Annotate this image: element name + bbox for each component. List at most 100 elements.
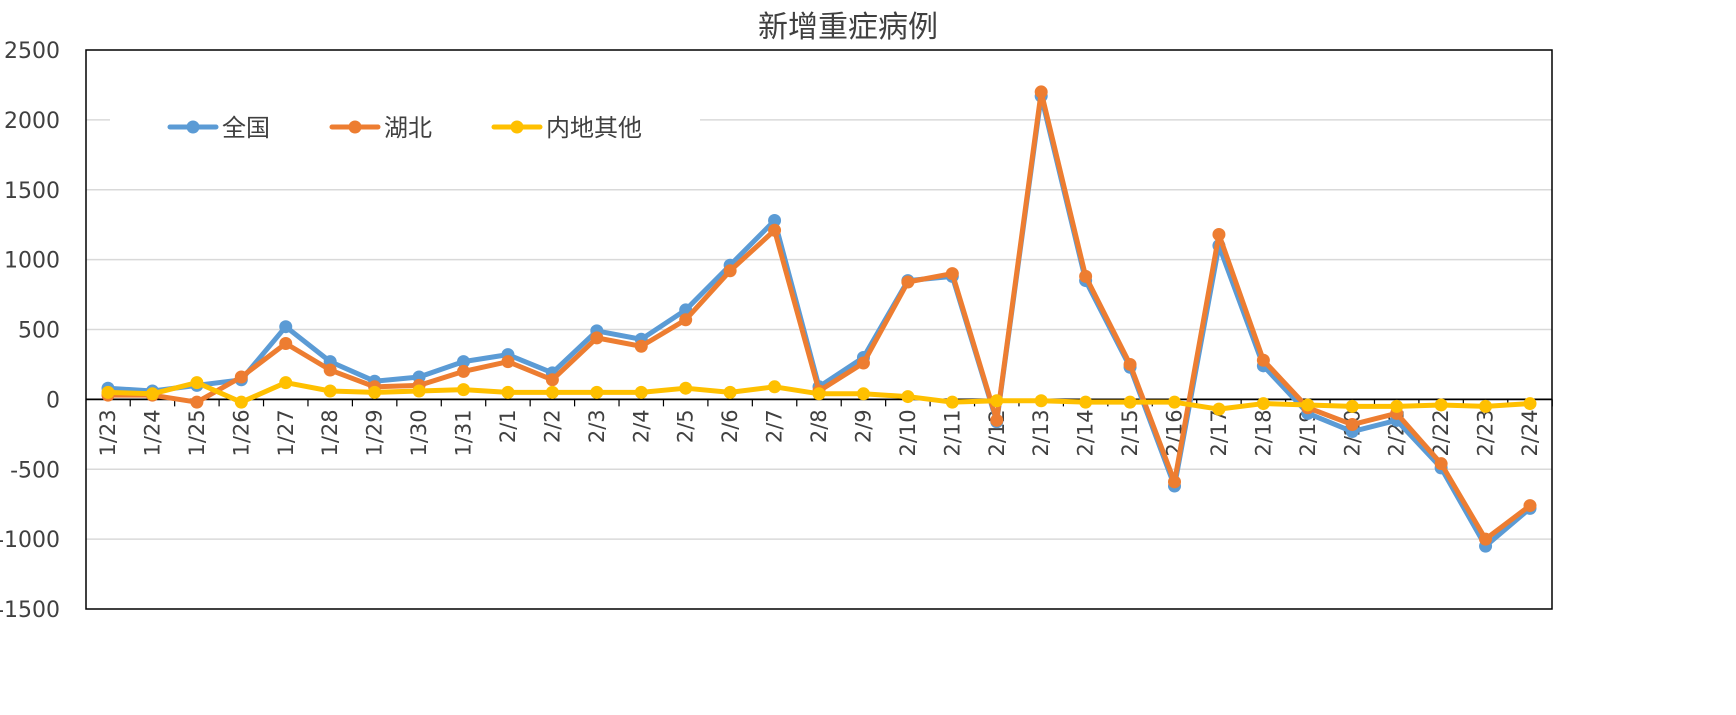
legend-swatch-marker (510, 120, 524, 134)
x-tick-label: 1/23 (96, 409, 120, 456)
data-point (1301, 398, 1315, 412)
x-tick-label: 2/13 (1029, 409, 1053, 456)
data-point (1212, 227, 1226, 241)
data-point (279, 336, 293, 350)
y-tick-label: 2000 (4, 109, 60, 134)
legend-label: 湖北 (384, 114, 432, 142)
data-point (1212, 402, 1226, 416)
data-point (234, 370, 248, 384)
legend-label: 全国 (222, 114, 270, 142)
y-tick-label: 500 (18, 319, 60, 344)
data-point (368, 385, 382, 399)
data-point (323, 363, 337, 377)
plot-border (85, 49, 1553, 610)
data-point (945, 267, 959, 281)
data-point (1523, 499, 1537, 513)
data-point (1345, 418, 1359, 432)
data-point (856, 387, 870, 401)
legend-entry: 内地其他 (491, 114, 642, 142)
x-tick-label: 2/4 (629, 409, 653, 443)
data-point (1479, 399, 1493, 413)
x-tick-label: 2/17 (1207, 409, 1231, 456)
data-point (1434, 457, 1448, 471)
x-tick-label: 2/22 (1429, 409, 1453, 456)
data-point (1168, 475, 1181, 489)
gridlines (86, 119, 1552, 540)
data-point (234, 395, 248, 409)
data-point (990, 413, 1004, 427)
data-point (1479, 532, 1493, 546)
data-point (1390, 399, 1404, 413)
y-tick-label: 2500 (4, 39, 60, 64)
data-point (1079, 269, 1093, 283)
y-tick-label: 1500 (4, 179, 60, 204)
series-line (105, 93, 1533, 549)
data-point (768, 213, 782, 227)
data-point (634, 339, 648, 353)
legend: 全国 湖北 内地其他 (110, 104, 700, 148)
series-lines (101, 85, 1537, 553)
data-point (457, 383, 470, 397)
data-point (723, 264, 737, 278)
x-tick-label: 2/23 (1474, 409, 1498, 456)
data-point (679, 381, 693, 395)
data-point (634, 385, 648, 399)
x-tick-label: 2/3 (585, 409, 609, 443)
data-point (1434, 398, 1448, 412)
series-line (105, 89, 1533, 542)
legend-label: 内地其他 (546, 114, 642, 142)
x-tick-label: 1/26 (229, 409, 253, 456)
data-point (901, 275, 915, 289)
data-point (190, 376, 204, 390)
x-tick-label: 1/29 (363, 409, 387, 456)
data-point (1034, 85, 1048, 99)
x-tick-label: 2/18 (1251, 409, 1275, 456)
x-tick-label: 1/30 (407, 409, 431, 456)
data-point (101, 385, 115, 399)
x-tick-label: 1/25 (185, 409, 209, 456)
data-point (190, 395, 204, 409)
legend-swatch-marker (348, 120, 362, 134)
data-point (812, 387, 826, 401)
data-point (768, 380, 782, 394)
x-tick-label: 1/24 (140, 409, 164, 456)
data-point (590, 385, 604, 399)
legend-swatch-marker (186, 120, 200, 134)
x-tick-label: 2/24 (1518, 409, 1542, 456)
data-point (279, 320, 293, 334)
x-axis-tick-labels: 1/23 1/24 1/25 1/26 1/27 1/28 1/29 1/30 1/31 2/1 2… (96, 409, 1542, 456)
data-point (856, 356, 870, 370)
data-point (1034, 394, 1048, 408)
data-point (501, 385, 515, 399)
data-point (768, 223, 782, 237)
y-tick-label: 1000 (4, 249, 60, 274)
x-tick-label: 2/15 (1118, 409, 1142, 456)
x-tick-label: 2/8 (807, 409, 831, 443)
series-3 (101, 376, 1537, 416)
data-point (1123, 395, 1137, 409)
x-tick-label: 1/27 (274, 409, 298, 456)
data-point (590, 331, 604, 345)
data-point (1256, 397, 1270, 411)
series-1 (101, 89, 1537, 553)
data-point (279, 376, 293, 390)
data-point (545, 373, 559, 387)
x-tick-label: 2/14 (1074, 409, 1098, 456)
x-tick-label: 2/2 (540, 409, 564, 443)
data-point (145, 387, 159, 401)
data-point (1123, 357, 1137, 371)
data-point (1256, 353, 1270, 367)
y-tick-label: -1500 (0, 598, 60, 623)
data-point (945, 395, 959, 409)
data-point (457, 355, 470, 369)
x-tick-label: 1/28 (318, 409, 342, 456)
data-point (990, 394, 1004, 408)
y-axis-tick-labels: -1500 -1000 -500 0 500 1000 1500 2000 2500 (0, 39, 60, 623)
legend-entry: 湖北 (329, 114, 432, 142)
x-tick-label: 2/1 (496, 409, 520, 443)
data-point (1523, 397, 1537, 411)
data-point (1168, 395, 1181, 409)
y-tick-label: -1000 (0, 528, 60, 553)
